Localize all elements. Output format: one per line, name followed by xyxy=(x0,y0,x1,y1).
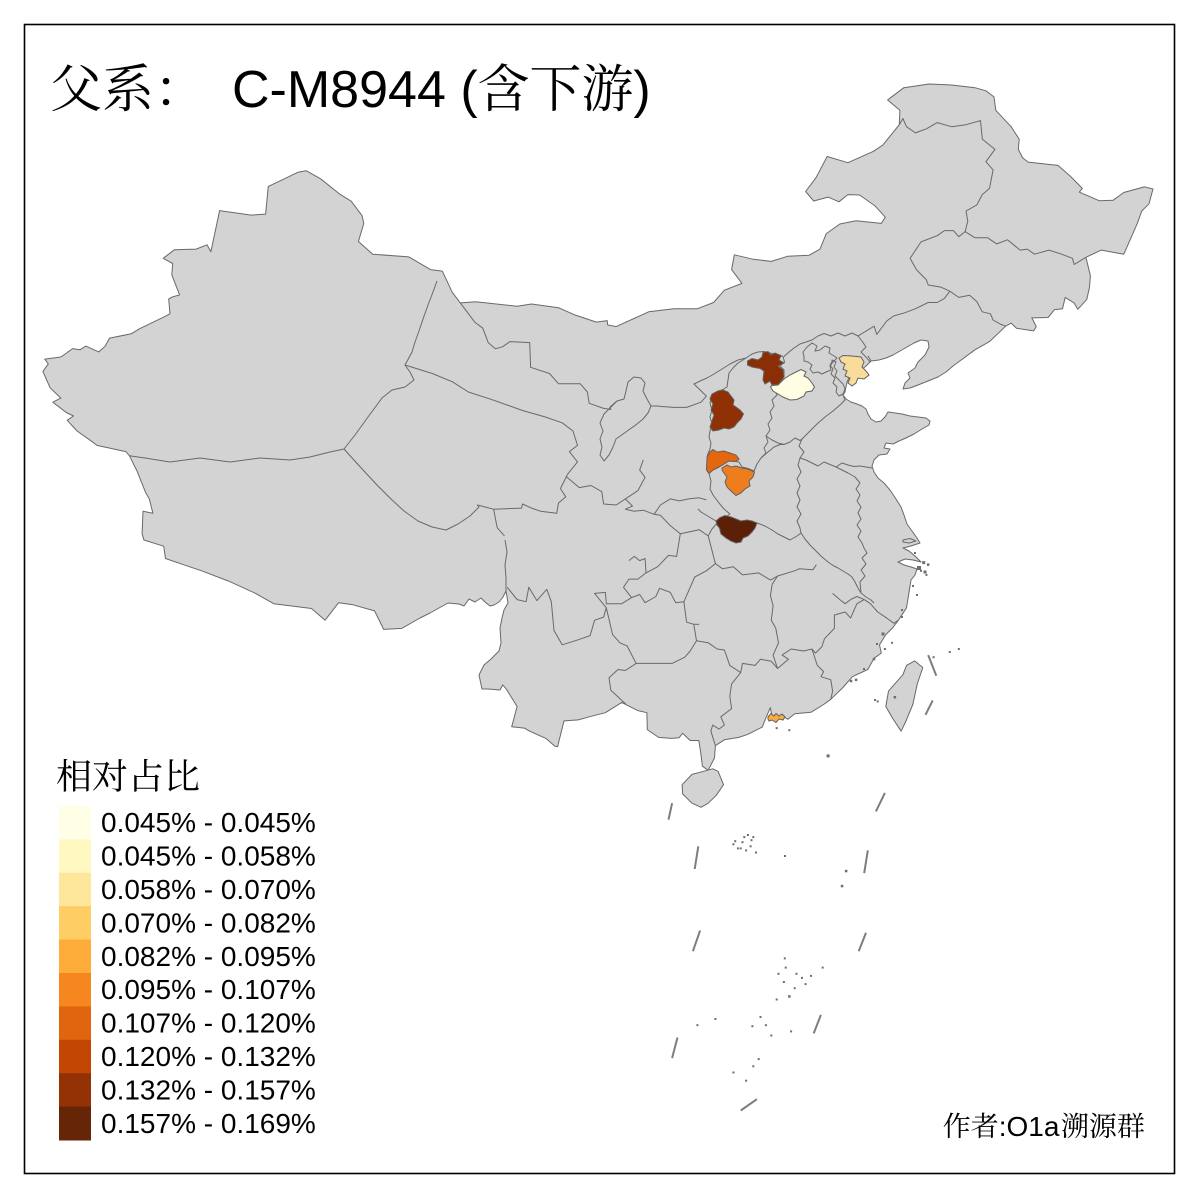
svg-text:0.070% - 0.082%: 0.070% - 0.082% xyxy=(101,907,316,938)
svg-text:0.095% - 0.107%: 0.095% - 0.107% xyxy=(101,974,316,1005)
svg-text:): ) xyxy=(633,61,650,119)
svg-text:C-M8944 (: C-M8944 ( xyxy=(232,61,478,119)
svg-text:0.058% - 0.070%: 0.058% - 0.070% xyxy=(101,874,316,905)
svg-text:0.082% - 0.095%: 0.082% - 0.095% xyxy=(101,941,316,972)
svg-text::O1a: :O1a xyxy=(999,1111,1060,1142)
svg-text:0.132% - 0.157%: 0.132% - 0.157% xyxy=(101,1074,316,1105)
svg-text:0.045% - 0.045%: 0.045% - 0.045% xyxy=(101,807,316,838)
svg-text:0.107% - 0.120%: 0.107% - 0.120% xyxy=(101,1008,316,1039)
svg-text:0.045% - 0.058%: 0.045% - 0.058% xyxy=(101,841,316,872)
svg-text:0.120% - 0.132%: 0.120% - 0.132% xyxy=(101,1041,316,1072)
svg-text:0.157% - 0.169%: 0.157% - 0.169% xyxy=(101,1108,316,1139)
